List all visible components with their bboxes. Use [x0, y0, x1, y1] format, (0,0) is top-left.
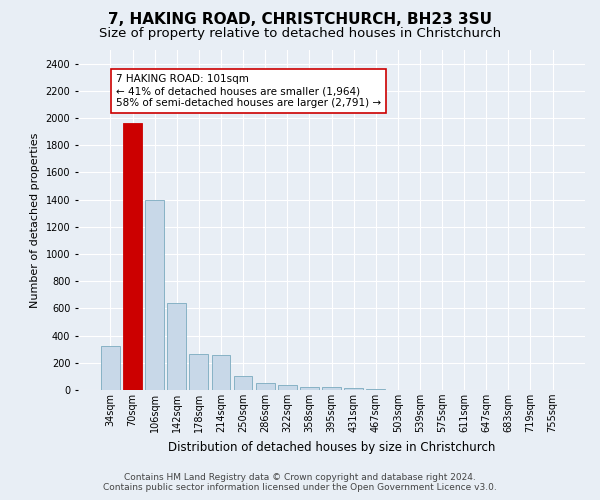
Bar	[322, 388, 341, 390]
Bar	[233, 376, 253, 390]
Bar	[190, 354, 208, 390]
X-axis label: Distribution of detached houses by size in Christchurch: Distribution of detached houses by size …	[168, 440, 495, 454]
Bar	[101, 346, 120, 390]
Bar	[344, 388, 363, 390]
Text: Size of property relative to detached houses in Christchurch: Size of property relative to detached ho…	[99, 28, 501, 40]
Bar	[256, 383, 275, 390]
Bar	[123, 124, 142, 390]
Text: Contains HM Land Registry data © Crown copyright and database right 2024.
Contai: Contains HM Land Registry data © Crown c…	[103, 473, 497, 492]
Bar	[278, 384, 296, 390]
Y-axis label: Number of detached properties: Number of detached properties	[30, 132, 40, 308]
Bar	[145, 200, 164, 390]
Text: 7 HAKING ROAD: 101sqm
← 41% of detached houses are smaller (1,964)
58% of semi-d: 7 HAKING ROAD: 101sqm ← 41% of detached …	[116, 74, 381, 108]
Text: 7, HAKING ROAD, CHRISTCHURCH, BH23 3SU: 7, HAKING ROAD, CHRISTCHURCH, BH23 3SU	[108, 12, 492, 28]
Bar	[300, 386, 319, 390]
Bar	[212, 354, 230, 390]
Bar	[167, 303, 186, 390]
